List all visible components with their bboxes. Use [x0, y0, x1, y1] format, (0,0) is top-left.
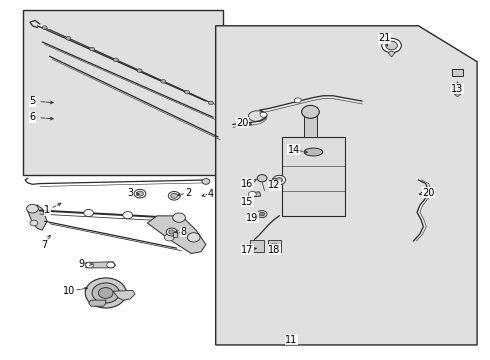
Circle shape	[185, 90, 190, 94]
Polygon shape	[113, 291, 135, 300]
Circle shape	[276, 177, 283, 183]
Circle shape	[208, 101, 213, 105]
Circle shape	[168, 192, 180, 200]
Circle shape	[270, 243, 278, 249]
Bar	[282, 137, 345, 216]
Circle shape	[123, 212, 133, 219]
Circle shape	[386, 41, 397, 50]
Circle shape	[26, 204, 38, 213]
Text: 5: 5	[29, 96, 36, 106]
Circle shape	[137, 191, 144, 196]
Text: 14: 14	[288, 144, 300, 154]
Circle shape	[273, 175, 286, 185]
Circle shape	[187, 233, 200, 242]
Polygon shape	[216, 26, 477, 345]
Circle shape	[257, 175, 267, 182]
Bar	[452, 69, 463, 76]
Circle shape	[171, 193, 177, 198]
Circle shape	[166, 228, 177, 236]
Circle shape	[92, 283, 120, 303]
Text: 13: 13	[451, 84, 464, 94]
Bar	[172, 232, 176, 237]
Text: 1: 1	[44, 206, 50, 216]
Text: 16: 16	[241, 179, 253, 189]
Circle shape	[294, 98, 301, 103]
Text: 12: 12	[268, 180, 280, 190]
Text: 7: 7	[42, 239, 48, 249]
Circle shape	[134, 189, 146, 198]
Polygon shape	[454, 94, 461, 97]
Text: 2: 2	[186, 188, 192, 198]
Circle shape	[169, 230, 174, 234]
Circle shape	[248, 192, 256, 197]
Text: 8: 8	[181, 227, 187, 237]
Circle shape	[202, 179, 210, 184]
Text: 11: 11	[285, 334, 297, 345]
Text: 4: 4	[208, 189, 214, 199]
Text: 19: 19	[246, 213, 258, 222]
Circle shape	[302, 105, 319, 118]
Bar	[269, 240, 281, 252]
Circle shape	[66, 37, 71, 40]
Text: 20: 20	[236, 118, 249, 128]
Polygon shape	[388, 51, 395, 57]
Circle shape	[113, 58, 118, 62]
Bar	[304, 116, 318, 137]
Text: 21: 21	[378, 33, 391, 43]
Circle shape	[86, 262, 94, 268]
Bar	[23, 10, 223, 175]
Text: 15: 15	[241, 197, 254, 207]
Polygon shape	[250, 192, 261, 197]
Text: 3: 3	[127, 188, 133, 198]
Text: 9: 9	[78, 259, 84, 269]
Circle shape	[172, 213, 185, 222]
Text: 10: 10	[63, 286, 75, 296]
Circle shape	[257, 211, 267, 218]
Text: 17: 17	[241, 245, 254, 255]
Circle shape	[164, 234, 174, 241]
Circle shape	[85, 278, 126, 308]
Circle shape	[382, 39, 401, 53]
Polygon shape	[27, 205, 47, 230]
Polygon shape	[89, 300, 106, 306]
Circle shape	[260, 212, 265, 216]
Circle shape	[42, 26, 47, 30]
Polygon shape	[272, 178, 278, 182]
Text: 18: 18	[268, 245, 280, 255]
Circle shape	[161, 80, 166, 83]
Circle shape	[260, 112, 267, 117]
Text: 20: 20	[422, 188, 435, 198]
Circle shape	[98, 288, 113, 298]
Circle shape	[30, 220, 38, 226]
Bar	[250, 240, 264, 252]
Circle shape	[90, 47, 95, 51]
Polygon shape	[84, 262, 116, 268]
Circle shape	[84, 210, 94, 217]
Circle shape	[137, 69, 142, 72]
Ellipse shape	[304, 148, 323, 156]
Polygon shape	[147, 216, 206, 253]
Circle shape	[107, 262, 115, 268]
Text: 6: 6	[29, 112, 35, 122]
